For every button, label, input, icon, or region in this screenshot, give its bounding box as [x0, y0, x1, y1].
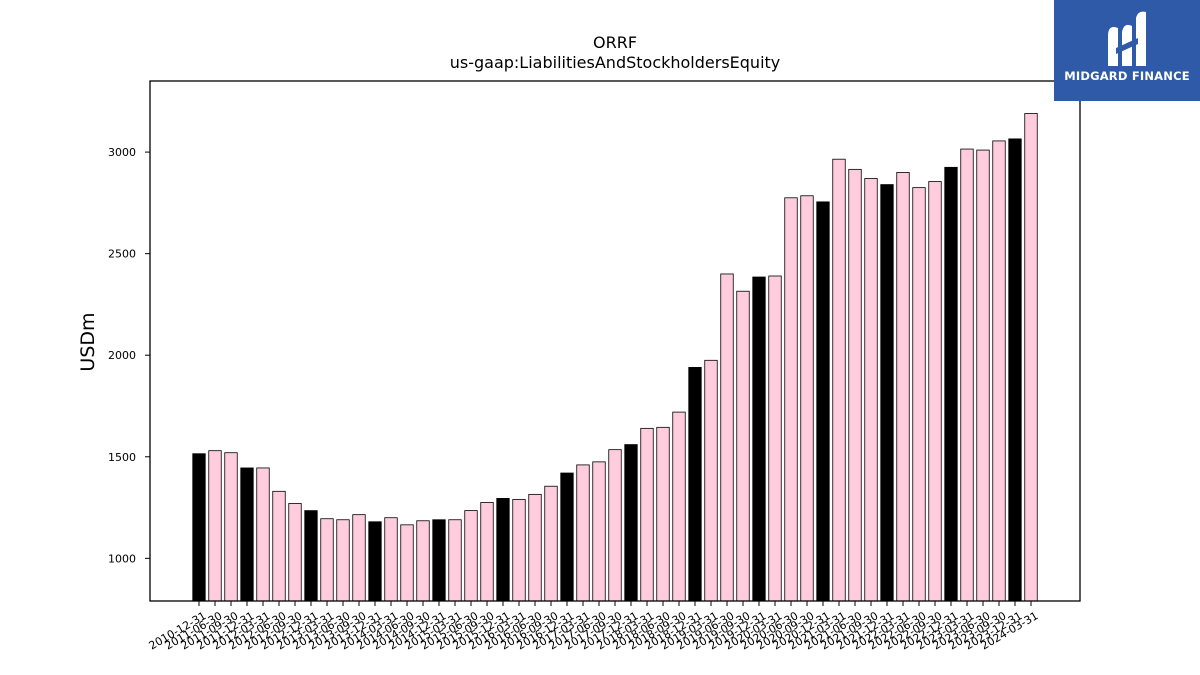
chart-title: ORRF — [593, 33, 637, 52]
bar-2011-09-30 — [224, 452, 238, 602]
bar-2021-09-30 — [864, 178, 878, 602]
midgard-m-icon — [1108, 11, 1146, 67]
x-axis: 2010-12-312011-06-302011-09-302011-12-31… — [147, 601, 1041, 652]
bar-2020-09-30 — [800, 195, 814, 602]
y-tick-label: 2000 — [108, 349, 136, 362]
bar-2019-09-30 — [736, 290, 750, 602]
y-tick-label: 1000 — [108, 552, 136, 565]
bar-2023-06-30 — [976, 149, 990, 602]
bar-2015-09-30 — [480, 502, 494, 602]
bar-2023-09-30 — [992, 140, 1006, 602]
bar-2017-09-30 — [608, 449, 622, 602]
y-tick-label: 1500 — [108, 451, 136, 464]
bar-2022-12-31 — [944, 166, 958, 602]
bar-2018-12-31 — [688, 367, 702, 602]
bar-2012-09-30 — [288, 503, 302, 602]
y-axis: 1000 1500 2000 2500 3000 — [108, 146, 150, 565]
bar-2021-03-31 — [832, 158, 846, 602]
bar-2014-03-31 — [384, 517, 398, 602]
y-tick-label: 3000 — [108, 146, 136, 159]
bar-2021-12-31 — [880, 184, 894, 602]
bar-2022-03-31 — [896, 172, 910, 602]
bar-2015-12-31 — [496, 498, 510, 602]
bar-2023-12-31 — [1008, 138, 1022, 602]
brand-logo: MIDGARD FINANCE — [1054, 0, 1200, 101]
bar-2018-03-31 — [640, 427, 654, 602]
bar-2012-03-31 — [256, 467, 270, 602]
bar-2024-03-31 — [1024, 113, 1038, 602]
bar-2020-12-31 — [816, 201, 830, 602]
bar-2022-09-30 — [928, 181, 942, 602]
bar-2017-03-31 — [576, 464, 590, 602]
bar-2019-03-31 — [704, 359, 718, 602]
y-axis-label: USDm — [77, 312, 99, 371]
bar-2014-09-30 — [416, 520, 430, 602]
bar-2020-06-30 — [784, 197, 798, 602]
bar-2012-12-31 — [304, 510, 318, 602]
bar-2014-12-31 — [432, 519, 446, 602]
bar-2018-06-30 — [656, 426, 670, 602]
bar-2015-06-30 — [464, 510, 478, 602]
bar-2019-06-30 — [720, 273, 734, 602]
chart-subtitle: us-gaap:LiabilitiesAndStockholdersEquity — [450, 53, 781, 72]
bar-2016-03-31 — [512, 499, 526, 602]
bar-2018-09-30 — [672, 411, 686, 602]
plot-frame — [149, 80, 1081, 602]
bar-2019-12-31 — [752, 276, 766, 602]
bar-2021-06-30 — [848, 168, 862, 602]
bar-2016-09-30 — [544, 485, 558, 602]
bar-2010-12-31 — [192, 453, 206, 602]
bar-2014-06-30 — [400, 524, 414, 602]
bar-2020-03-31 — [768, 275, 782, 602]
bar-2011-12-31 — [240, 467, 254, 602]
bar-2013-06-30 — [336, 519, 350, 602]
bar-2015-03-31 — [448, 519, 462, 602]
bar-2012-06-30 — [272, 490, 286, 602]
bars-group — [192, 113, 1038, 602]
bar-2016-06-30 — [528, 493, 542, 602]
y-tick-label: 2500 — [108, 248, 136, 261]
bar-2013-09-30 — [352, 514, 366, 602]
bar-2016-12-31 — [560, 472, 574, 602]
bar-2023-03-31 — [960, 148, 974, 602]
logo-text: MIDGARD FINANCE — [1064, 69, 1190, 83]
bar-2013-12-31 — [368, 521, 382, 602]
bar-2017-12-31 — [624, 444, 638, 602]
bar-2017-06-30 — [592, 461, 606, 602]
bar-2011-06-30 — [208, 450, 222, 602]
bar-2013-03-31 — [320, 518, 334, 602]
bar-2022-06-30 — [912, 187, 926, 602]
